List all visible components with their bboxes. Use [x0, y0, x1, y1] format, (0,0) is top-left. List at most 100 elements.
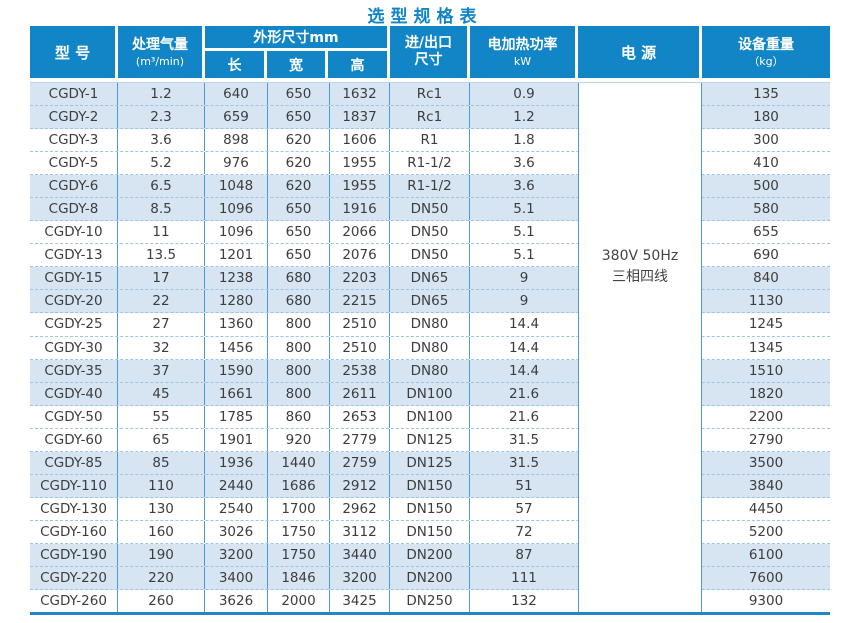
cell-inlet: DN80: [390, 313, 470, 336]
cell-weight: 410: [753, 155, 779, 172]
power-supply-line1: 380V 50Hz: [601, 248, 679, 264]
table-row: CGDY-190 190 3200 1750 3440 DN200 87 6100: [30, 543, 830, 567]
cell-airflow: 85: [118, 451, 205, 474]
cell-airflow: 27: [118, 313, 205, 336]
cell-height: 2653: [330, 405, 390, 428]
cell-weight: 180: [753, 109, 779, 126]
cell-height: 2611: [330, 382, 390, 405]
cell-weight: 6100: [748, 546, 784, 563]
cell-length: 2440: [205, 474, 268, 497]
cell-power: 5.1: [513, 247, 535, 264]
power-supply-value: 380V 50Hz 三相四线: [579, 246, 701, 288]
cell-length: 1096: [205, 221, 268, 244]
table-row: CGDY-60 65 1901 920 2779 DN125 31.5 2790: [30, 428, 830, 452]
cell-power: 14.4: [508, 316, 540, 333]
cell-power: 5.1: [513, 201, 535, 218]
cell-model: CGDY-220: [30, 566, 118, 590]
cell-height: 1916: [330, 198, 390, 221]
col-header-airflow-label: 处理气量: [132, 36, 188, 53]
cell-length: 640: [205, 83, 268, 106]
cell-height: 2779: [330, 428, 390, 451]
cell-airflow: 5.2: [118, 152, 205, 175]
col-header-inlet-outlet: 进/出口 尺寸: [390, 26, 470, 78]
cell-width: 1440: [268, 451, 330, 474]
cell-width: 800: [268, 336, 330, 359]
cell-power: 5.1: [513, 224, 535, 241]
col-header-power-supply-label: 电 源: [620, 43, 657, 62]
cell-airflow: 37: [118, 359, 205, 382]
cell-width: 650: [268, 106, 330, 129]
col-header-power-supply: 电 源: [578, 26, 702, 78]
col-header-dimensions-subrow: 长 宽 高: [205, 51, 388, 78]
cell-weight: 690: [753, 247, 779, 264]
table-row: CGDY-15 17 1238 680 2203 DN65 9 840: [30, 267, 830, 291]
cell-weight: 1510: [748, 362, 784, 379]
cell-model: CGDY-8: [30, 198, 118, 221]
cell-weight: 4450: [748, 500, 784, 517]
cell-weight: 1345: [748, 339, 784, 356]
spec-table: 型 号 处理气量 (m³/min) 外形尺寸mm 长 宽 高 进/出口 尺寸 电…: [30, 26, 830, 615]
table-row: CGDY-50 55 1785 860 2653 DN100 21.6 2200: [30, 405, 830, 429]
cell-length: 2540: [205, 497, 268, 520]
col-header-heating-power-unit: kW: [513, 54, 532, 68]
table-row: CGDY-6 6.5 1048 620 1955 R1-1/2 3.6 500: [30, 175, 830, 199]
cell-length: 1238: [205, 267, 268, 290]
cell-power: 1.2: [513, 109, 535, 126]
cell-airflow: 32: [118, 336, 205, 359]
cell-inlet: DN50: [390, 244, 470, 267]
cell-length: 1201: [205, 244, 268, 267]
cell-height: 2962: [330, 497, 390, 520]
cell-power: 57: [515, 500, 533, 517]
cell-inlet: Rc1: [390, 83, 470, 106]
cell-model: CGDY-13: [30, 244, 118, 267]
cell-inlet: DN200: [390, 566, 470, 590]
table-row: CGDY-20 22 1280 680 2215 DN65 9 1130: [30, 290, 830, 314]
col-header-height: 高: [328, 51, 388, 78]
table-row: CGDY-85 85 1936 1440 2759 DN125 31.5 3500: [30, 451, 830, 475]
cell-power: 14.4: [508, 362, 540, 379]
cell-airflow: 55: [118, 405, 205, 428]
cell-length: 1661: [205, 382, 268, 405]
cell-length: 976: [205, 152, 268, 175]
cell-weight: 1820: [748, 385, 784, 402]
cell-weight: 1245: [748, 316, 784, 333]
cell-height: 2076: [330, 244, 390, 267]
cell-height: 3425: [330, 590, 390, 613]
cell-power: 0.9: [513, 86, 535, 103]
col-header-weight: 设备重量 （kg）: [702, 26, 830, 78]
cell-model: CGDY-15: [30, 267, 118, 290]
cell-length: 1360: [205, 313, 268, 336]
cell-length: 659: [205, 106, 268, 129]
cell-airflow: 1.2: [118, 83, 205, 106]
cell-inlet: DN65: [390, 267, 470, 290]
cell-model: CGDY-2: [30, 106, 118, 129]
cell-model: CGDY-190: [30, 543, 118, 566]
cell-model: CGDY-35: [30, 359, 118, 382]
cell-model: CGDY-10: [30, 221, 118, 244]
cell-height: 1955: [330, 152, 390, 175]
cell-inlet: DN150: [390, 520, 470, 543]
cell-airflow: 3.6: [118, 129, 205, 152]
cell-weight: 3500: [748, 454, 784, 471]
cell-power: 21.6: [508, 408, 540, 425]
cell-weight: 1130: [748, 293, 784, 310]
table-row: CGDY-8 8.5 1096 650 1916 DN50 5.1 580: [30, 198, 830, 222]
table-row: CGDY-10 11 1096 650 2066 DN50 5.1 655: [30, 221, 830, 245]
cell-inlet: R1: [390, 129, 470, 152]
cell-length: 1901: [205, 428, 268, 451]
cell-model: CGDY-110: [30, 474, 118, 497]
cell-inlet: DN80: [390, 336, 470, 359]
cell-model: CGDY-25: [30, 313, 118, 336]
cell-model: CGDY-1: [30, 83, 118, 106]
cell-width: 920: [268, 428, 330, 451]
cell-width: 800: [268, 359, 330, 382]
cell-weight: 9300: [748, 593, 784, 610]
table-row: CGDY-160 160 3026 1750 3112 DN150 72 5200: [30, 520, 830, 544]
cell-airflow: 260: [118, 590, 205, 613]
cell-inlet: DN50: [390, 221, 470, 244]
cell-length: 3200: [205, 543, 268, 566]
cell-model: CGDY-60: [30, 428, 118, 451]
table-row: CGDY-3 3.6 898 620 1606 R1 1.8 300: [30, 129, 830, 153]
table-row: CGDY-5 5.2 976 620 1955 R1-1/2 3.6 410: [30, 152, 830, 176]
cell-model: CGDY-30: [30, 336, 118, 359]
